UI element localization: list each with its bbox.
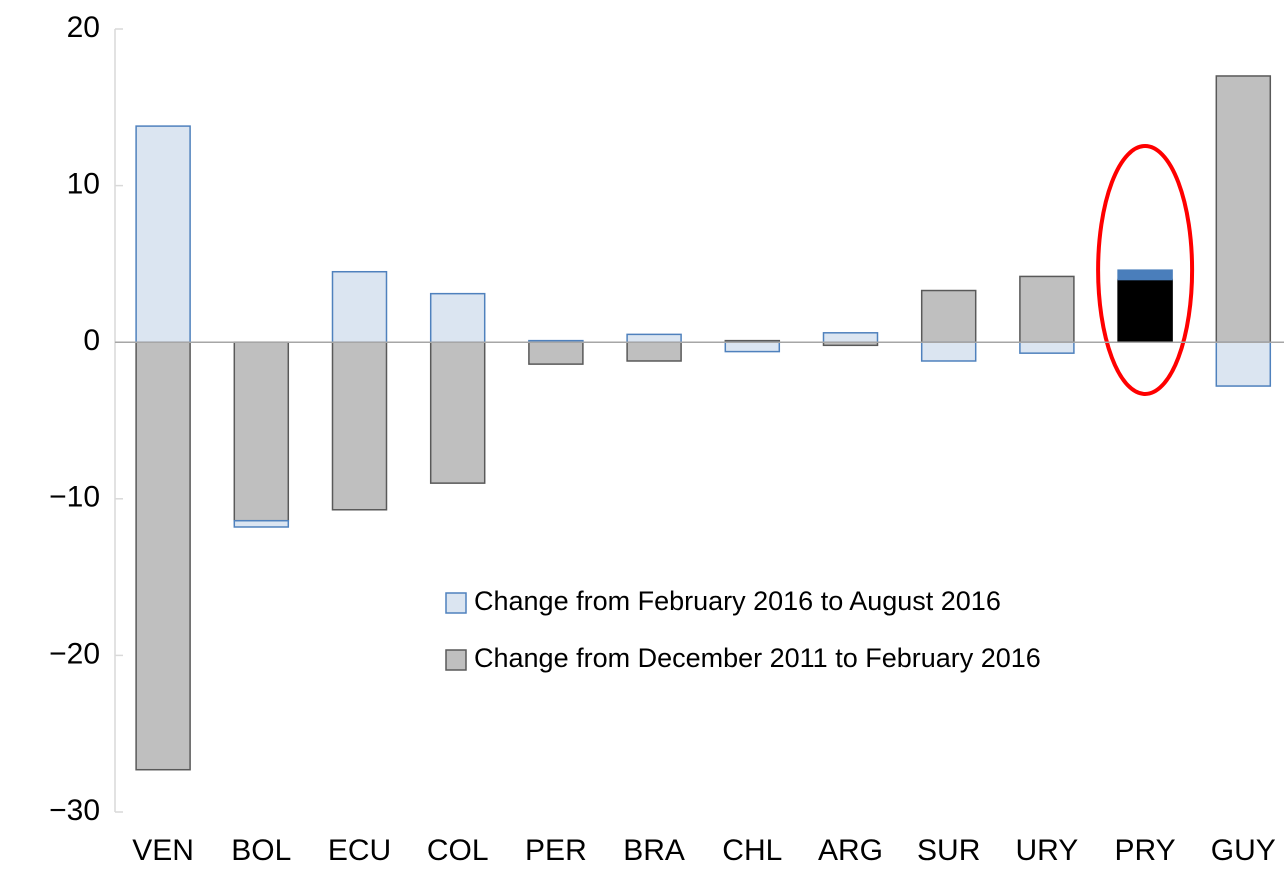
bar [724, 341, 781, 353]
bar [528, 341, 584, 365]
bar [1215, 341, 1272, 387]
y-tick-label: −20 [49, 637, 100, 670]
x-tick-label: COL [427, 834, 489, 867]
bar [331, 341, 388, 511]
x-tick-label: PER [525, 834, 587, 867]
x-tick-label: SUR [917, 834, 980, 867]
bar [822, 332, 879, 343]
axes: −30 −20 −10 0 10 20 VEN BOL ECU COL PER BRA CHL ARG SU… [49, 11, 1284, 867]
x-tick-label: URY [1015, 834, 1078, 867]
bar [331, 270, 388, 343]
bar [1019, 341, 1075, 354]
bar [1215, 75, 1272, 343]
x-tick-label: PRY [1115, 834, 1176, 867]
y-tick-label: −30 [49, 794, 100, 827]
y-tick-label: −10 [49, 481, 100, 514]
legend-swatch [445, 592, 467, 614]
legend-label: Change from February 2016 to August 2016 [474, 586, 1001, 616]
y-tick-label: 20 [67, 11, 100, 44]
y-tick-label: 0 [83, 324, 100, 357]
y-tick-label: 10 [67, 168, 100, 201]
bar [1019, 275, 1075, 343]
x-tick-label: ECU [328, 834, 391, 867]
x-tick-label: BOL [231, 834, 291, 867]
bar [1117, 278, 1173, 343]
highlight-ring [1096, 144, 1195, 396]
bar [135, 341, 191, 771]
legend-swatch [445, 649, 467, 671]
bar [626, 341, 682, 362]
legend-label: Change from December 2011 to February 20… [474, 643, 1041, 673]
bar [233, 341, 290, 522]
x-tick-label: GUY [1211, 834, 1276, 867]
x-tick-label: VEN [132, 834, 194, 867]
x-tick-label: ARG [818, 834, 883, 867]
bar [429, 341, 486, 484]
x-tick-label: CHL [722, 834, 782, 867]
bar [135, 125, 191, 343]
bar [1117, 269, 1173, 281]
x-tick-label: BRA [623, 834, 685, 867]
bar [626, 333, 682, 343]
bar [920, 341, 977, 362]
legend: Change from February 2016 to August 2016… [445, 586, 1041, 673]
bar [429, 292, 486, 343]
bar [233, 519, 290, 528]
bar [920, 289, 977, 343]
